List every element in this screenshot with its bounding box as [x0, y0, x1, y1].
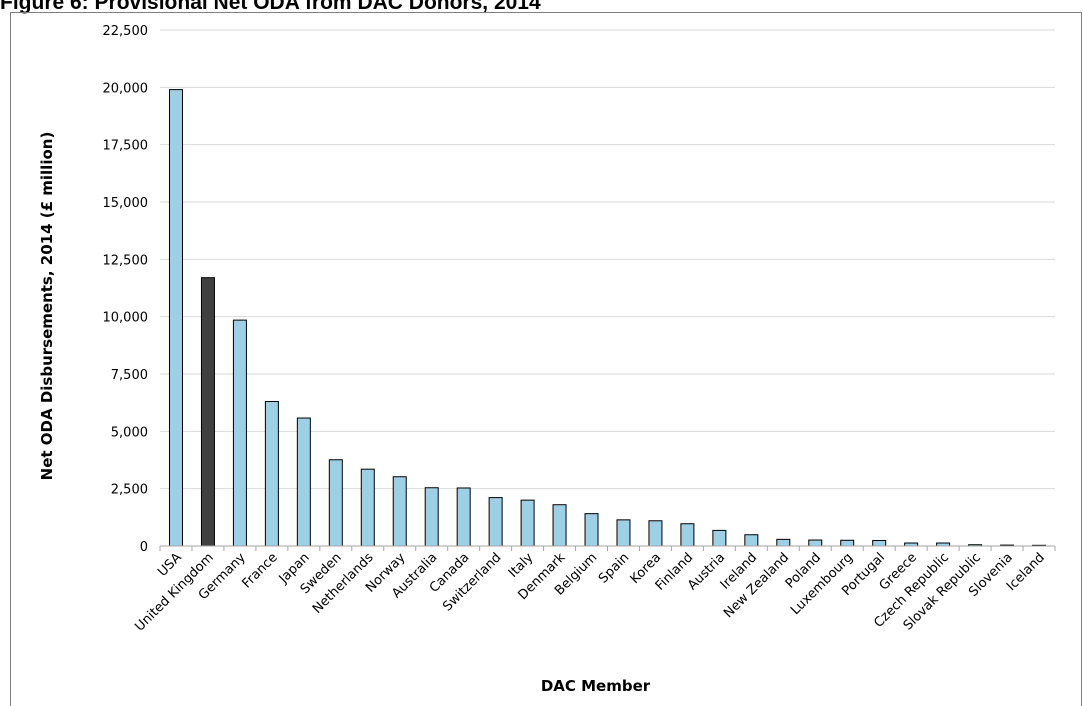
- y-tick-label: 0: [140, 540, 148, 555]
- bar-france: [264, 401, 279, 547]
- bar-austria: [712, 529, 727, 547]
- chart-frame: [10, 12, 1082, 706]
- figure-title: Figure 6: Provisional Net ODA from DAC D…: [0, 0, 541, 14]
- y-tick-label: 15,000: [103, 196, 149, 211]
- gridlines: [160, 29, 1055, 490]
- y-tick-label: 2,500: [111, 483, 148, 498]
- bar-usa: [168, 89, 183, 547]
- y-tick-label: 12,500: [103, 253, 149, 268]
- x-tick-label: Spain: [596, 550, 632, 586]
- bar-norway: [392, 476, 407, 547]
- bar-canada: [456, 487, 471, 547]
- y-tick-label: 22,500: [103, 24, 149, 39]
- bar-belgium: [584, 513, 599, 547]
- bar-germany: [232, 319, 247, 547]
- bar-poland: [808, 539, 823, 547]
- bar-korea: [648, 520, 663, 547]
- bar-spain: [616, 519, 631, 547]
- x-axis-title: DAC Member: [541, 677, 651, 695]
- bar-ireland: [744, 534, 759, 547]
- bar-united-kingdom: [200, 277, 215, 547]
- y-axis-title: Net ODA Disbursements, 2014 (£ million): [38, 132, 56, 481]
- y-tick-label: 7,500: [111, 368, 148, 383]
- y-tick-labels: 0 2,500 5,000 7,500 10,000 12,500 15,000 17,500…: [103, 24, 149, 555]
- y-tick-label: 20,000: [103, 81, 149, 96]
- bar-finland: [680, 523, 695, 547]
- bar-switzerland: [488, 497, 503, 547]
- bar-denmark: [552, 504, 567, 547]
- bar-italy: [520, 499, 535, 547]
- bar-netherlands: [360, 468, 375, 547]
- bar-luxembourg: [840, 539, 855, 547]
- y-tick-label: 17,500: [103, 139, 149, 154]
- bar-australia: [424, 487, 439, 547]
- bar-portugal: [872, 539, 887, 547]
- bar-sweden: [328, 459, 343, 547]
- bar-japan: [296, 417, 311, 547]
- y-tick-label: 5,000: [111, 425, 148, 440]
- bars: [168, 89, 1047, 547]
- x-tick-label: France: [240, 550, 281, 591]
- y-tick-label: 10,000: [103, 311, 149, 326]
- bar-new-zealand: [776, 538, 791, 547]
